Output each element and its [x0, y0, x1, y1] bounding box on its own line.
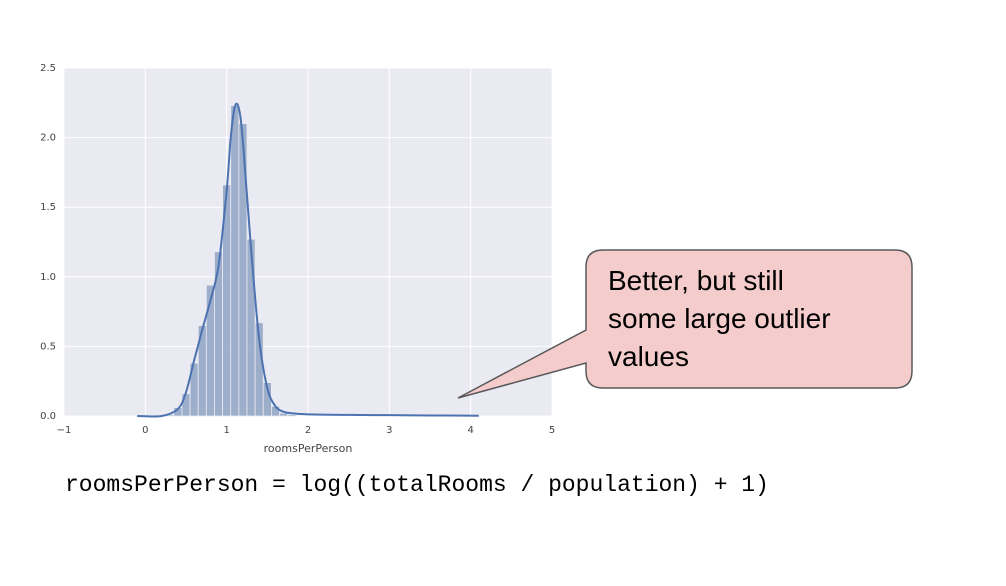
histogram-bar: [181, 393, 191, 417]
x-axis-label: roomsPerPerson: [264, 442, 353, 455]
x-tick-label: 4: [467, 425, 473, 436]
y-tick-label: 0.0: [40, 411, 56, 422]
y-tick-label: 1.0: [40, 272, 56, 283]
y-tick-label: 2.0: [40, 133, 56, 144]
histogram-bar: [205, 284, 215, 417]
x-tick-label: 2: [305, 425, 311, 436]
callout-line: Better, but still: [608, 265, 784, 296]
y-tick-labels: 0.0 0.5 1.0 1.5 2.0 2.5: [40, 63, 56, 422]
x-tick-label: 0: [142, 425, 148, 436]
callout-text: Better, but still some large outlier val…: [608, 262, 898, 376]
x-tick-label: 5: [549, 425, 555, 436]
histogram-bar: [246, 238, 256, 417]
x-tick-label: 3: [386, 425, 392, 436]
histogram-bar: [287, 414, 297, 417]
x-tick-label: 1: [223, 425, 229, 436]
y-tick-label: 0.5: [40, 341, 56, 352]
y-tick-label: 1.5: [40, 202, 56, 213]
formula: roomsPerPerson = log((totalRooms / popul…: [65, 472, 769, 498]
callout-line: some large outlier: [608, 303, 831, 334]
callout-line: values: [608, 341, 689, 372]
callout-box: [457, 249, 913, 399]
histogram-bar: [230, 105, 240, 417]
x-tick-label: −1: [57, 425, 72, 436]
kde-curve: [137, 102, 479, 418]
y-tick-label: 2.5: [40, 63, 56, 74]
x-tick-labels: −1 0 1 2 3 4 5: [57, 425, 556, 436]
